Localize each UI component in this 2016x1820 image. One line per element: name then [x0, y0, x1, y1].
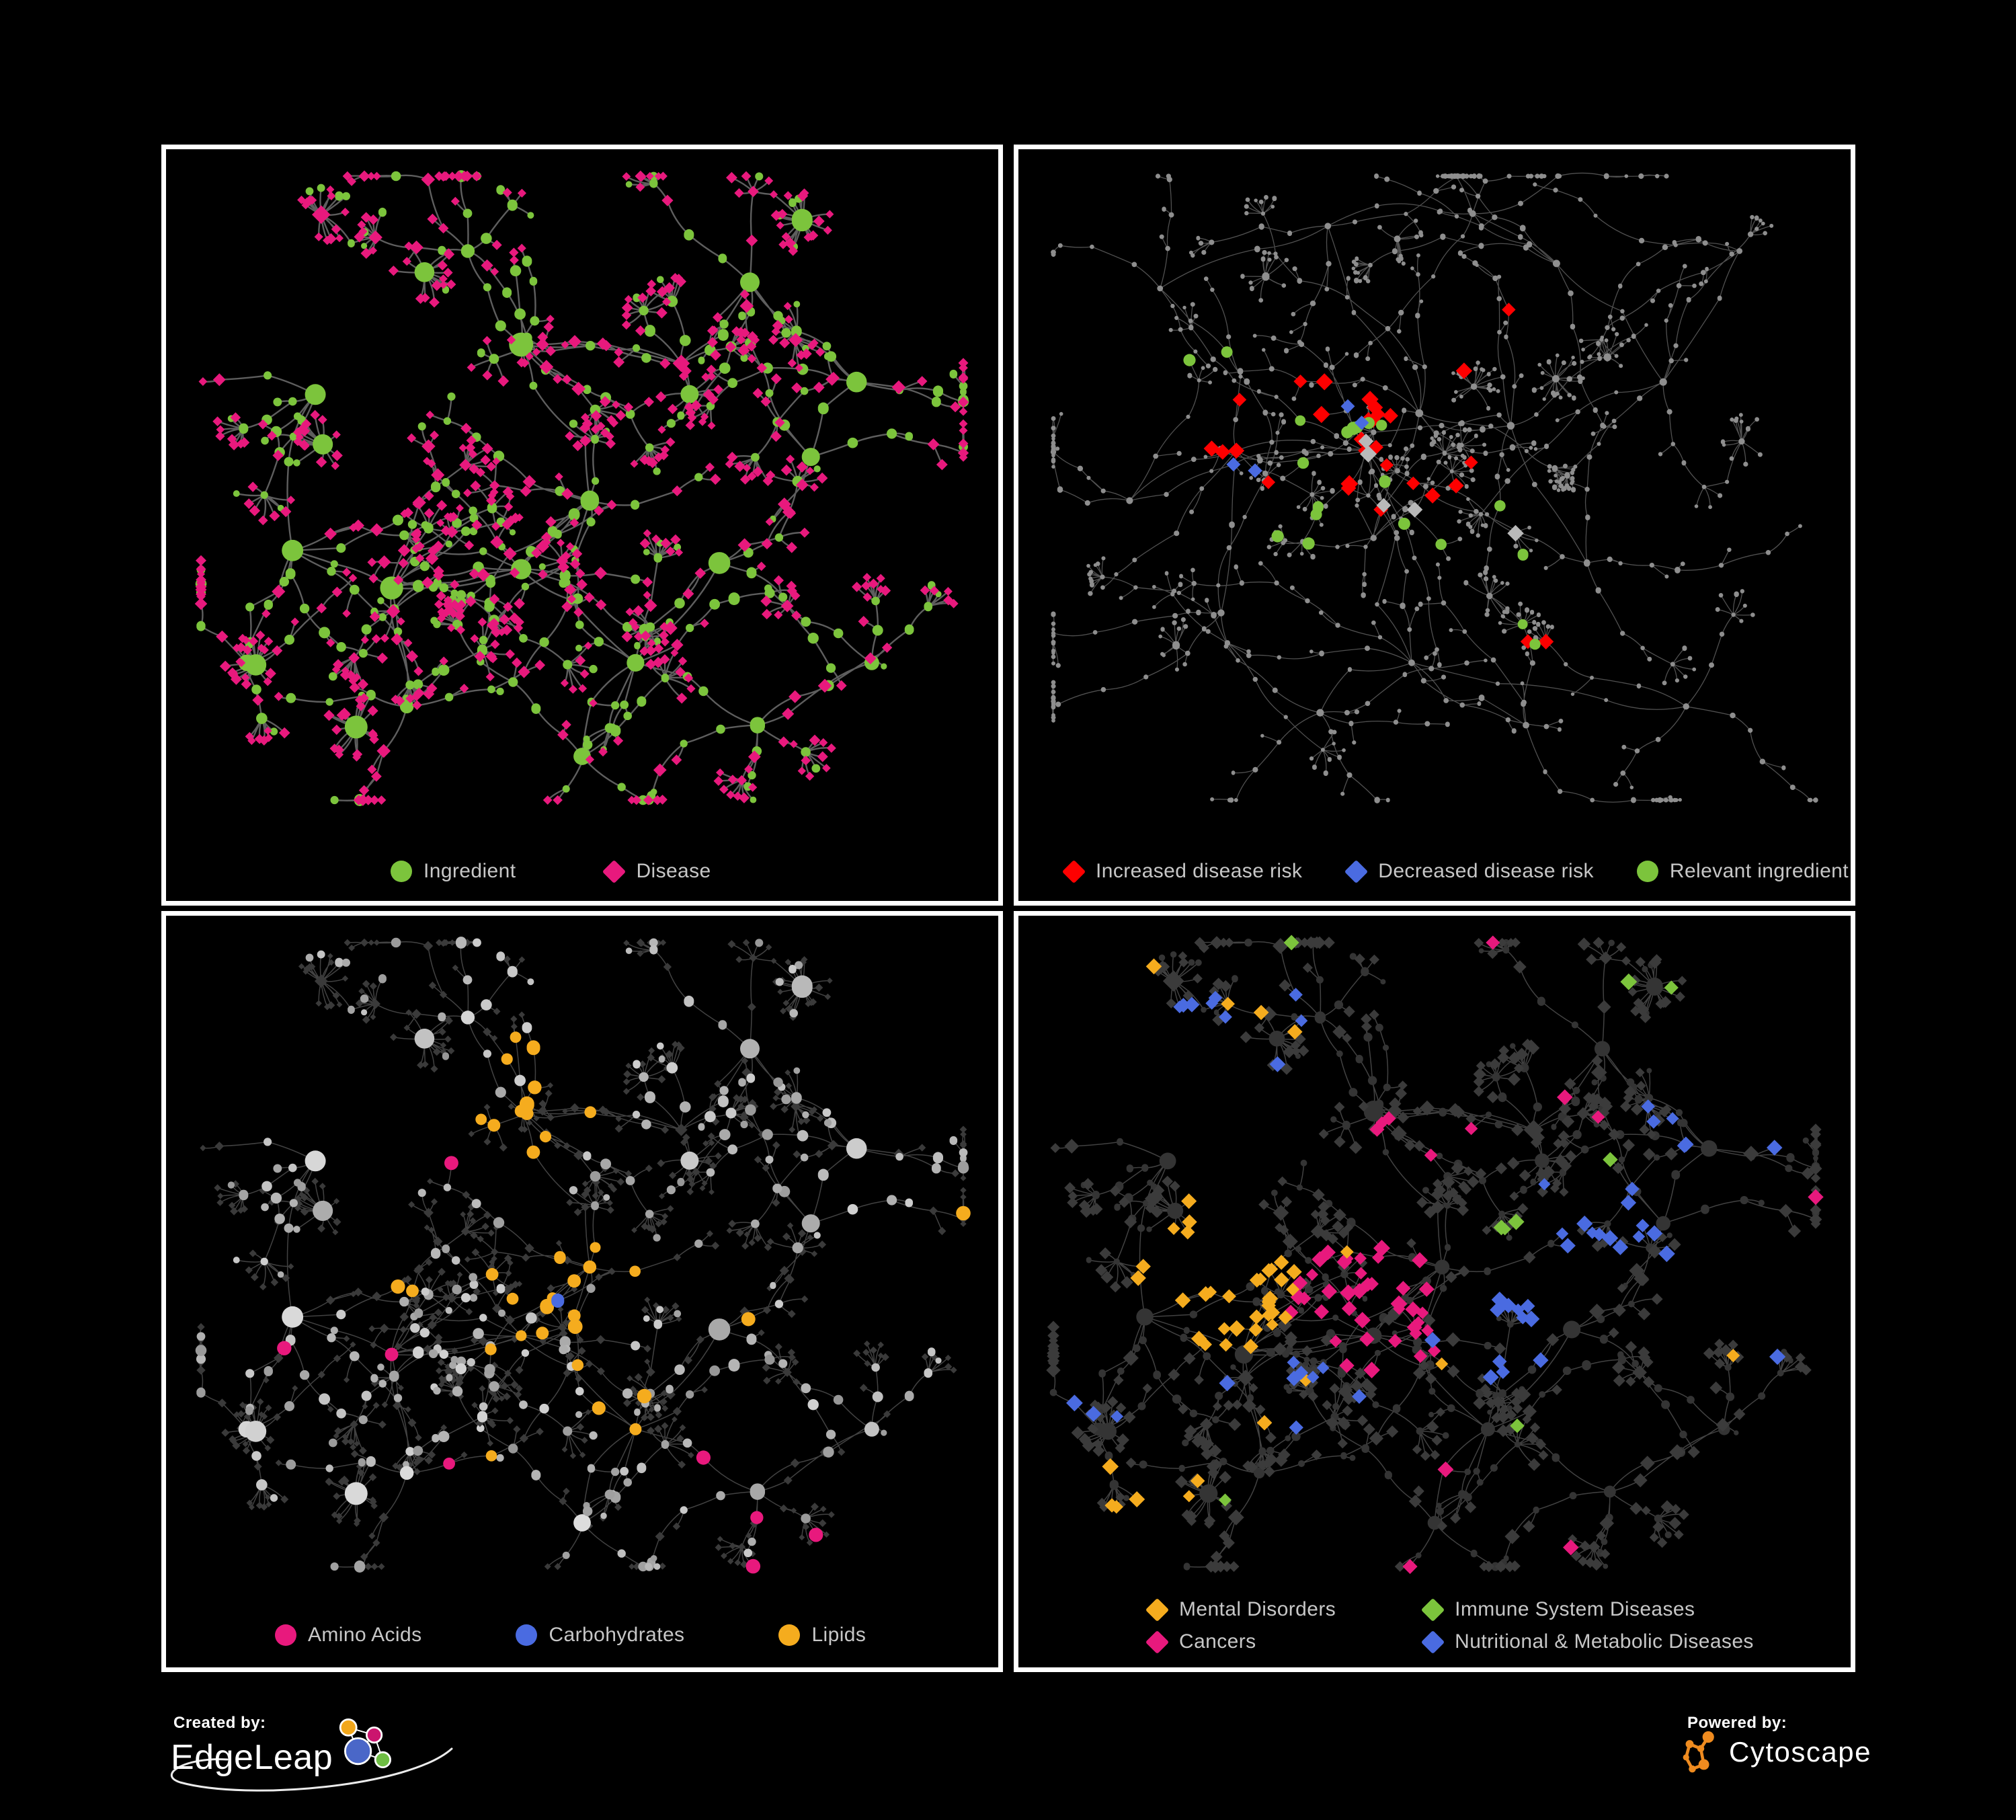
network-nodes — [770, 1281, 776, 1290]
network-edges — [1051, 941, 1818, 1569]
network-disease-risk — [1050, 172, 1818, 803]
network-ingredient-disease — [194, 170, 969, 806]
network-nodes — [239, 1005, 703, 1573]
legend-swatch-circle-icon — [1634, 859, 1661, 883]
legend-label: Relevant ingredient — [1669, 860, 1849, 882]
network-nodes — [442, 1052, 844, 1405]
legend-disease-risk: Increased disease risk Decreased disease … — [1060, 859, 1849, 883]
legend-label: Nutritional & Metabolic Diseases — [1455, 1630, 1754, 1653]
network-nodes — [195, 170, 969, 806]
edgeleap-logo-icon — [339, 1718, 392, 1768]
legend-item: Nutritional & Metabolic Diseases — [1419, 1630, 1754, 1654]
legend-item: Relevant ingredient — [1634, 859, 1849, 883]
legend-label: Lipids — [811, 1624, 866, 1646]
network-nodes — [330, 1119, 834, 1572]
legend-swatch-circle-icon — [388, 859, 415, 883]
network-nodes — [284, 1012, 453, 1382]
legend-label: Mental Disorders — [1179, 1598, 1336, 1620]
legend-ingredient-disease: Ingredient Disease — [388, 859, 711, 883]
network-highlight-nodes — [1226, 399, 1369, 478]
powered-by-label: Powered by: — [1687, 1714, 1787, 1732]
legend-chemical-classes: Amino Acids Carbohydrates Lipids — [272, 1623, 866, 1647]
network-edges — [198, 174, 966, 802]
network-nodes — [443, 975, 968, 1376]
panel-chemical-classes: Amino Acids Carbohydrates Lipids — [161, 911, 1003, 1672]
legend-swatch-diamond-icon — [1060, 859, 1087, 883]
network-chemical-classes — [195, 937, 971, 1574]
edgeleap-brand: EdgeLeap — [171, 1738, 333, 1777]
legend-label: Immune System Diseases — [1455, 1598, 1695, 1620]
legend-item: Mental Disorders — [1143, 1597, 1336, 1622]
legend-label: Cancers — [1179, 1630, 1256, 1653]
legend-item: Immune System Diseases — [1419, 1597, 1754, 1622]
network-highlight-nodes — [391, 1031, 971, 1462]
network-nodes — [305, 1150, 326, 1172]
legend-swatch-diamond-icon — [1342, 859, 1369, 883]
network-nodes — [245, 1164, 968, 1442]
network-edges — [199, 941, 965, 1569]
network-nodes — [282, 1306, 368, 1505]
legend-item: Increased disease risk — [1060, 859, 1302, 883]
network-nodes — [196, 938, 967, 1571]
network-highlight-nodes — [551, 1293, 565, 1308]
legend-label: Disease — [636, 860, 711, 882]
network-nodes — [194, 170, 969, 806]
network-nodes — [460, 1011, 475, 1025]
legend-label: Carbohydrates — [549, 1624, 685, 1646]
network-nodes — [417, 975, 813, 1571]
legend-item: Decreased disease risk — [1342, 859, 1594, 883]
legend-item: Ingredient — [388, 859, 516, 883]
cytoscape-brand: Cytoscape — [1729, 1736, 1871, 1768]
panel-disease-classes: Mental Disorders Immune System Diseases Ca… — [1014, 911, 1855, 1672]
legend-swatch-circle-icon — [513, 1623, 540, 1647]
legend-label: Increased disease risk — [1096, 860, 1303, 882]
legend-swatch-circle-icon — [776, 1623, 803, 1647]
legend-swatch-diamond-icon — [1419, 1597, 1446, 1622]
network-highlight-nodes — [1218, 935, 1679, 1507]
legend-item: Disease — [600, 859, 711, 883]
legend-item: Lipids — [776, 1623, 866, 1647]
legend-label: Amino Acids — [308, 1624, 422, 1646]
legend-swatch-diamond-icon — [1419, 1630, 1446, 1654]
legend-item: Cancers — [1143, 1630, 1336, 1654]
legend-swatch-circle-icon — [272, 1623, 299, 1647]
network-nodes — [261, 1009, 942, 1364]
network-nodes — [1049, 937, 1820, 1571]
network-highlight-nodes — [277, 1156, 823, 1574]
network-nodes — [587, 1464, 596, 1473]
network-nodes — [335, 947, 944, 1372]
network-nodes — [305, 953, 782, 1546]
edgeleap-credit: Created by: EdgeLeap — [165, 1711, 542, 1819]
network-edges — [1051, 172, 1816, 803]
network-nodes — [399, 1466, 414, 1480]
network-nodes — [264, 950, 821, 1476]
cytoscape-credit: Powered by: Cytoscape — [1679, 1711, 1894, 1792]
network-nodes — [405, 1349, 819, 1456]
panel-disease-risk: Increased disease risk Decreased disease … — [1014, 145, 1855, 906]
legend-label: Ingredient — [424, 860, 516, 882]
legend-swatch-diamond-icon — [1143, 1630, 1170, 1654]
legend-item: Carbohydrates — [513, 1623, 684, 1647]
cytoscape-logo-icon — [1683, 1731, 1714, 1773]
network-nodes — [274, 1039, 836, 1439]
legend-swatch-diamond-icon — [1143, 1597, 1170, 1622]
network-nodes — [573, 1514, 591, 1532]
panel-ingredient-disease: Ingredient Disease — [161, 145, 1003, 906]
created-by-label: Created by: — [173, 1714, 266, 1732]
network-disease-classes — [1046, 935, 1824, 1575]
network-nodes — [264, 1162, 969, 1376]
network-nodes — [270, 1163, 936, 1502]
legend-swatch-diamond-icon — [600, 859, 627, 883]
network-nodes — [1046, 936, 1822, 1573]
network-nodes — [791, 1092, 914, 1402]
legend-item: Amino Acids — [272, 1623, 421, 1647]
legend-label: Decreased disease risk — [1378, 860, 1594, 882]
legend-disease-classes: Mental Disorders Immune System Diseases Ca… — [1143, 1597, 1754, 1654]
